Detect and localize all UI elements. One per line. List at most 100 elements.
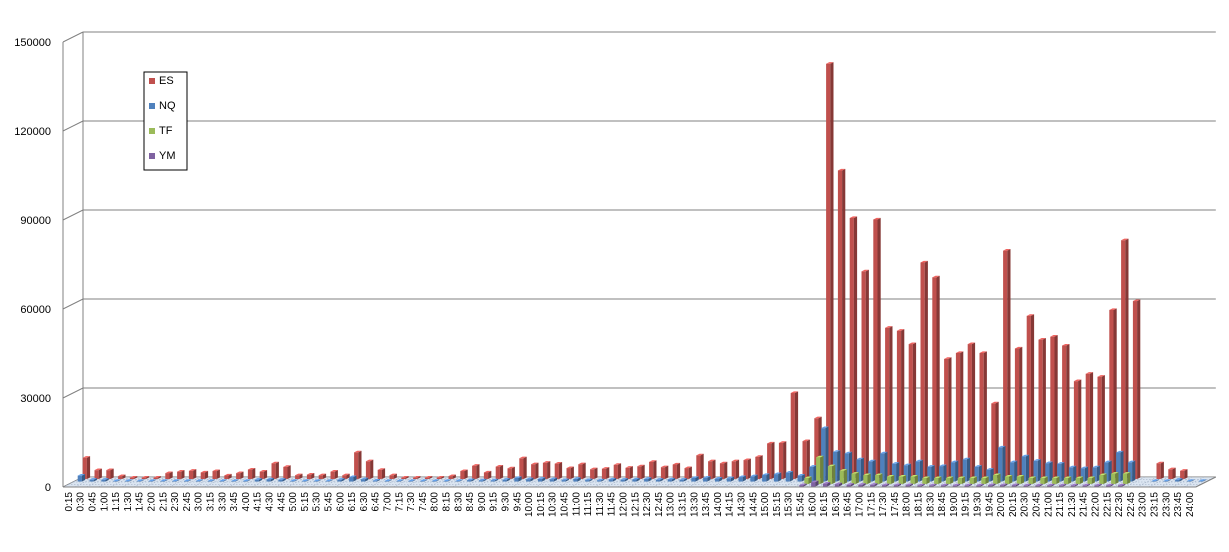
legend-label-nq: NQ: [159, 100, 176, 112]
bar-side-face: [216, 469, 220, 480]
floor-rule: [381, 476, 402, 488]
bar-front-face: [816, 457, 821, 485]
bar-top-face: [981, 476, 989, 479]
bar-front-face: [1080, 468, 1085, 482]
bar-top-face: [944, 357, 952, 359]
bar-front-face: [1092, 467, 1097, 482]
bar-side-face: [926, 476, 930, 485]
bar-es: [660, 465, 669, 480]
bar-top-face: [526, 477, 534, 480]
bar-top-face: [590, 467, 598, 470]
bar-front-face: [945, 478, 951, 485]
bar-front-face: [467, 480, 472, 482]
bar-top-face: [561, 478, 569, 481]
bar-nq: [986, 468, 994, 482]
bar-top-face: [578, 462, 586, 465]
x-tick-label: 22:30: [1114, 492, 1125, 517]
bar-top-face: [601, 467, 610, 469]
x-tick-label: 15:00: [760, 492, 771, 517]
legend: ES NQ TF YM: [143, 71, 188, 171]
bar-front-face: [1021, 456, 1026, 482]
bar-side-face: [914, 475, 918, 485]
bar-front-face: [625, 467, 630, 480]
bar-front-face: [342, 475, 347, 480]
bar-es: [118, 474, 126, 480]
bar-side-face: [902, 475, 907, 485]
x-tick-label: 8:30: [453, 492, 464, 512]
bar-es: [861, 269, 869, 480]
bar-tf: [839, 469, 848, 485]
bar-top-face: [743, 458, 751, 461]
x-tick-label: 7:00: [383, 492, 394, 512]
bar-side-face: [1015, 483, 1020, 487]
bar-side-face: [838, 482, 843, 487]
bar-side-face: [376, 479, 381, 482]
bar-side-face: [393, 473, 397, 480]
x-tick-label: 9:15: [489, 492, 500, 512]
bar-ym: [905, 483, 913, 487]
x-tick-label: 11:30: [595, 492, 606, 517]
bar-top-face: [979, 351, 987, 353]
bar-side-face: [1014, 460, 1018, 482]
bar-side-face: [771, 441, 775, 480]
bar-es: [365, 459, 374, 480]
bar-es: [955, 351, 964, 480]
bar-side-face: [1155, 479, 1159, 482]
bar-top-face: [1026, 314, 1035, 316]
x-tick-label: 20:45: [1032, 492, 1043, 517]
bar-ym: [1035, 483, 1043, 487]
bar-front-face: [219, 480, 224, 482]
bar-top-face: [271, 461, 279, 464]
bar-nq: [455, 479, 463, 482]
bar-front-face: [1058, 485, 1064, 487]
bar-side-face: [612, 477, 617, 482]
y-tick-label: 60000: [20, 304, 51, 316]
x-tick-label: 18:45: [937, 492, 948, 517]
bar-front-face: [684, 468, 689, 480]
bar-top-face: [1016, 475, 1025, 477]
bar-top-face: [861, 269, 869, 272]
bar-top-face: [519, 456, 527, 459]
bar-front-face: [814, 418, 819, 480]
bar-nq: [266, 477, 274, 482]
bar-side-face: [712, 459, 716, 480]
bar-front-face: [259, 471, 264, 480]
x-tick-label: 4:15: [253, 492, 264, 512]
bar-tf: [898, 475, 907, 485]
bar-front-face: [827, 466, 833, 485]
bar-front-face: [934, 478, 939, 485]
bar-nq: [124, 479, 133, 482]
bar-side-face: [862, 483, 866, 487]
bar-side-face: [1160, 461, 1164, 480]
bar-top-face: [377, 468, 386, 470]
bar-front-face: [915, 461, 920, 482]
bar-front-face: [526, 479, 531, 482]
bar-front-face: [908, 344, 913, 480]
x-tick-label: 12:15: [630, 492, 641, 517]
bar-top-face: [870, 483, 878, 485]
bar-nq: [384, 479, 392, 482]
side-gridline: [62, 120, 84, 132]
bar-top-face: [77, 474, 86, 476]
bar-nq: [431, 479, 440, 482]
bar-front-face: [696, 455, 701, 480]
x-tick-label: 16:30: [831, 492, 842, 517]
bar-top-face: [832, 450, 841, 452]
bar-side-face: [370, 459, 374, 480]
x-tick-label: 2:30: [170, 492, 181, 512]
bar-front-face: [242, 480, 248, 482]
bar-top-face: [490, 478, 499, 481]
bar-side-face: [506, 478, 510, 482]
bar-front-face: [940, 485, 946, 487]
bar-side-face: [997, 473, 1001, 485]
bar-front-face: [632, 479, 637, 482]
bar-side-face: [181, 470, 185, 480]
bar-front-face: [436, 477, 441, 480]
bar-top-face: [827, 464, 836, 467]
x-tick-label: 2:15: [158, 492, 169, 512]
bar-top-face: [318, 473, 327, 476]
bar-top-face: [1003, 249, 1011, 251]
bar-side-face: [896, 462, 900, 482]
bar-nq: [337, 478, 345, 482]
bar-side-face: [417, 475, 421, 480]
